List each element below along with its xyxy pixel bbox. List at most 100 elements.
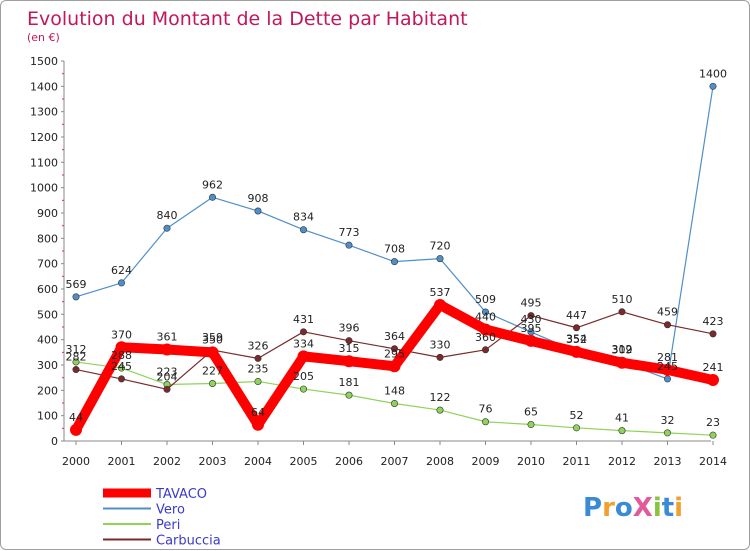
x-tick-label: 2014 — [699, 455, 727, 468]
point-carbuccia — [572, 324, 580, 332]
point-carbuccia — [345, 337, 353, 345]
point-vero — [345, 241, 353, 249]
data-label-vero: 245 — [657, 360, 678, 373]
series-group — [70, 82, 719, 439]
point-vero — [299, 226, 307, 234]
point-carbuccia — [118, 375, 126, 383]
data-label-vero: 1400 — [699, 67, 727, 80]
point-carbuccia — [481, 346, 489, 354]
point-tavaco — [434, 298, 446, 311]
point-peri — [527, 421, 535, 429]
y-tick-label: 400 — [37, 334, 58, 347]
data-label-carbuccia: 204 — [157, 370, 178, 383]
x-tick-label: 2011 — [563, 455, 591, 468]
x-tick-label: 2004 — [244, 455, 272, 468]
point-vero — [163, 224, 171, 232]
point-peri — [390, 400, 398, 408]
x-tick-label: 2009 — [472, 455, 500, 468]
legend-label-carbuccia: Carbuccia — [156, 534, 221, 549]
data-label-carbuccia: 423 — [703, 315, 724, 328]
point-carbuccia — [663, 321, 671, 329]
data-label-vero: 908 — [248, 192, 269, 205]
data-label-tavaco: 440 — [475, 311, 496, 324]
point-vero — [481, 308, 489, 316]
data-label-peri: 122 — [430, 391, 451, 404]
point-peri — [572, 424, 580, 432]
data-label-vero: 624 — [111, 264, 132, 277]
data-label-vero: 354 — [566, 332, 587, 345]
data-label-tavaco: 361 — [157, 331, 178, 344]
point-tavaco — [525, 334, 537, 347]
legend-label-tavaco: TAVACO — [155, 487, 207, 502]
data-label-carbuccia: 359 — [202, 331, 223, 344]
point-carbuccia — [709, 330, 717, 338]
point-vero — [436, 255, 444, 263]
y-tick-label: 1400 — [30, 80, 58, 93]
data-label-peri: 223 — [157, 366, 178, 379]
y-tick-label: 0 — [51, 435, 58, 448]
data-label-vero: 720 — [430, 240, 451, 253]
data-label-vero: 569 — [66, 278, 87, 291]
point-peri — [709, 431, 717, 439]
y-tick-label: 1100 — [30, 156, 58, 169]
x-tick-label: 2001 — [108, 455, 136, 468]
x-tick-label: 2003 — [199, 455, 227, 468]
data-label-carbuccia: 396 — [339, 322, 360, 335]
point-tavaco — [206, 346, 219, 359]
x-tick-label: 2002 — [153, 455, 181, 468]
point-tavaco — [616, 356, 628, 369]
chart-title: Evolution du Montant de la Dette par Hab… — [27, 8, 468, 30]
y-tick-label: 200 — [37, 384, 58, 397]
point-vero — [390, 258, 398, 266]
data-label-carbuccia: 330 — [430, 338, 451, 351]
y-tick-label: 1200 — [30, 131, 58, 144]
point-tavaco — [161, 343, 173, 356]
data-label-carbuccia: 495 — [521, 297, 542, 310]
data-label-vero: 773 — [339, 226, 360, 239]
data-label-tavaco: 350 — [202, 333, 223, 346]
x-tick-label: 2006 — [335, 455, 363, 468]
point-tavaco — [570, 345, 583, 358]
data-label-vero: 840 — [157, 209, 178, 222]
data-label-carbuccia: 360 — [475, 331, 496, 344]
point-carbuccia — [436, 353, 444, 361]
point-vero — [254, 207, 262, 215]
data-label-carbuccia: 364 — [384, 330, 405, 343]
point-carbuccia — [163, 385, 171, 393]
data-label-carbuccia: 326 — [248, 339, 269, 352]
point-tavaco — [70, 423, 82, 436]
legend-label-peri: Peri — [156, 518, 180, 533]
point-carbuccia — [390, 345, 398, 353]
point-peri — [254, 377, 262, 385]
x-tick-group: 2000 2001 2002 2003 2004 2005 2006 2007 2008 2009… — [62, 441, 727, 468]
point-tavaco — [297, 350, 310, 363]
data-label-peri: 205 — [293, 370, 314, 383]
x-tick-label: 2008 — [426, 455, 454, 468]
data-label-tavaco: 241 — [703, 361, 724, 374]
x-tick-label: 2007 — [381, 455, 409, 468]
x-tick-label: 2005 — [290, 455, 318, 468]
data-label-tavaco: 309 — [612, 344, 633, 357]
legend-label-vero: Vero — [156, 503, 185, 518]
point-vero — [709, 82, 717, 90]
point-carbuccia — [527, 312, 535, 320]
point-tavaco — [115, 341, 128, 354]
chart-subtitle: (en €) — [27, 31, 60, 44]
point-tavaco — [343, 355, 355, 368]
data-label-tavaco: 334 — [293, 337, 314, 350]
data-label-peri: 288 — [111, 349, 132, 362]
y-tick-label: 700 — [37, 258, 58, 271]
point-vero — [663, 375, 671, 383]
data-label-tavaco: 315 — [339, 342, 360, 355]
x-tick-label: 2013 — [654, 455, 682, 468]
data-label-vero: 962 — [202, 178, 223, 191]
data-label-peri: 52 — [570, 409, 584, 422]
data-label-carbuccia: 459 — [657, 306, 678, 319]
point-peri — [436, 406, 444, 414]
data-label-carbuccia: 431 — [293, 313, 314, 326]
point-tavaco — [388, 360, 401, 373]
y-tick-label: 1300 — [30, 106, 58, 119]
